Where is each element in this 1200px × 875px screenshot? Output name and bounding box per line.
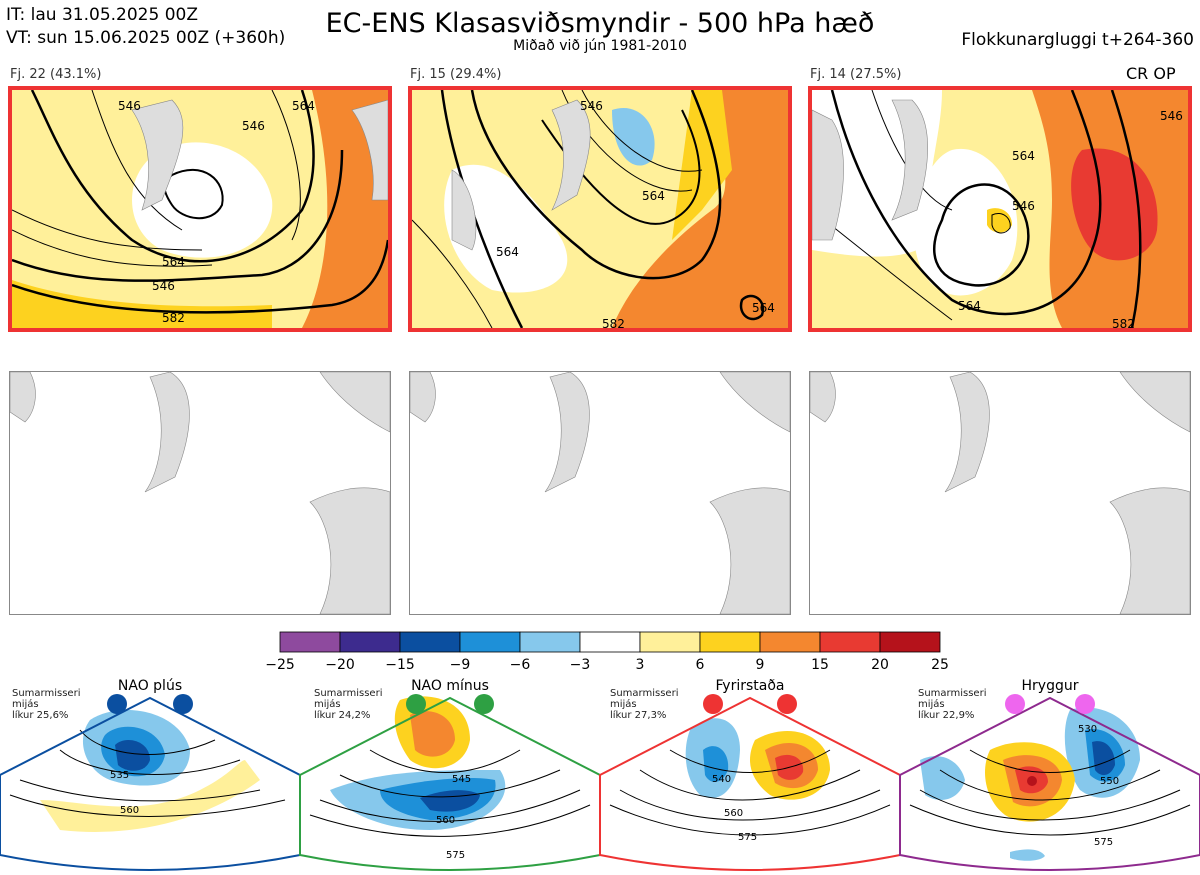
colorbar-swatch [399, 631, 461, 653]
regime-2-name: NAO mínus [411, 678, 489, 694]
colorbar-tick: 6 [696, 657, 705, 673]
cluster-1-map: 546 546 564 582 564 546 [8, 86, 392, 332]
header-times: IT: lau 31.05.2025 00Z VT: sun 15.06.202… [6, 4, 285, 50]
empty-map-3 [809, 371, 1191, 615]
colorbar-tick: −3 [570, 657, 591, 673]
regime-4-map: 530 550 575 [899, 694, 1200, 871]
cluster-2-label: Fj. 15 (29.4%) [410, 67, 502, 82]
cluster-3-contour-4: 582 [1112, 317, 1135, 328]
regime-3-name: Fyrirstaða [715, 678, 785, 694]
colorbar-tick: 15 [811, 657, 829, 673]
cluster-1-contour-4: 582 [162, 311, 185, 325]
cluster-2-contour-2: 564 [496, 245, 519, 259]
regime-2-contour-2: 560 [436, 815, 455, 826]
colorbar: −25 −20 −15 −9 −6 −3 3 6 9 15 20 25 [262, 631, 962, 673]
regime-1-contour-2: 560 [120, 805, 139, 816]
regime-1-map: 535 560 [0, 694, 301, 871]
valid-time: VT: sun 15.06.2025 00Z (+360h) [6, 28, 286, 48]
colorbar-swatch [699, 631, 761, 653]
cluster-2-map: 546 564 564 564 582 [408, 86, 792, 332]
colorbar-tick: 3 [636, 657, 645, 673]
regime-2-contour-1: 545 [452, 774, 471, 785]
colorbar-tick: −25 [265, 657, 295, 673]
cluster-2-contour-3: 564 [642, 189, 665, 203]
empty-map-2 [409, 371, 791, 615]
colorbar-tick: −6 [510, 657, 531, 673]
colorbar-swatch [759, 631, 821, 653]
cluster-1-contour-6: 546 [152, 279, 175, 293]
cluster-3-label: Fj. 14 (27.5%) [810, 67, 902, 82]
regime-1-name: NAO plús [117, 678, 183, 694]
regime-3-info: Sumarmisseri mijás líkur 27,3% [610, 688, 679, 721]
colorbar-tick: −20 [325, 657, 355, 673]
page-subtitle: Miðað við jún 1981-2010 [513, 38, 687, 54]
regime-2-contour-3: 575 [446, 850, 465, 861]
regime-3-map: 540 560 575 [599, 694, 901, 871]
regime-4-info: Sumarmisseri mijás líkur 22,9% [918, 688, 987, 721]
cluster-3-contour-5: 546 [1160, 109, 1183, 123]
cluster-2-contour-1: 546 [580, 99, 603, 113]
colorbar-swatch [339, 631, 401, 653]
regime-4-contour-2: 550 [1100, 776, 1119, 787]
colorbar-swatch [279, 631, 341, 653]
colorbar-swatch [459, 631, 521, 653]
colorbar-tick: 25 [931, 657, 949, 673]
regime-3-contour-1: 540 [712, 774, 731, 785]
cluster-1-contour-3: 564 [162, 255, 185, 269]
cluster-2-contour-4: 564 [752, 301, 775, 315]
cluster-3-contour-2: 564 [1012, 149, 1035, 163]
regime-4-contour-3: 575 [1094, 837, 1113, 848]
cluster-1-label: Fj. 22 (43.1%) [10, 67, 102, 82]
cluster-3-contour-1: 546 [1012, 199, 1035, 213]
cluster-1-contour-1: 546 [118, 99, 141, 113]
colorbar-swatch [819, 631, 881, 653]
regime-4-contour-1: 530 [1078, 724, 1097, 735]
cluster-3-contour-3: 564 [958, 299, 981, 313]
regime-1-info: Sumarmisseri mijás líkur 25,6% [12, 688, 81, 721]
colorbar-swatch [519, 631, 581, 653]
colorbar-tick: −9 [450, 657, 471, 673]
regime-2-map: 545 560 575 [299, 694, 601, 871]
page-title: EC-ENS Klasasviðsmyndir - 500 hPa hæð [325, 8, 875, 39]
regime-4-name: Hryggur [1021, 678, 1079, 694]
empty-map-1 [9, 371, 391, 615]
colorbar-swatch [579, 631, 641, 653]
cluster-2-contour-5: 582 [602, 317, 625, 328]
cluster-3-map: 546 564 564 582 546 [808, 86, 1192, 332]
clustering-window: Flokkunargluggi t+264-360 [961, 30, 1194, 50]
regime-2-info: Sumarmisseri mijás líkur 24,2% [314, 688, 383, 721]
regime-3-contour-3: 575 [738, 832, 757, 843]
colorbar-swatch [879, 631, 941, 653]
regime-1-contour-1: 535 [110, 770, 129, 781]
colorbar-tick: −15 [385, 657, 415, 673]
cluster-1-contour-2: 546 [242, 119, 265, 133]
cluster-1-contour-5: 564 [292, 99, 315, 113]
colorbar-tick: 9 [756, 657, 765, 673]
initial-time: IT: lau 31.05.2025 00Z [6, 5, 198, 25]
regimes: 535 560 545 560 575 [0, 680, 1200, 871]
regime-3-contour-2: 560 [724, 808, 743, 819]
colorbar-swatch [639, 631, 701, 653]
colorbar-tick: 20 [871, 657, 889, 673]
crop-label: CR OP [1126, 64, 1176, 83]
